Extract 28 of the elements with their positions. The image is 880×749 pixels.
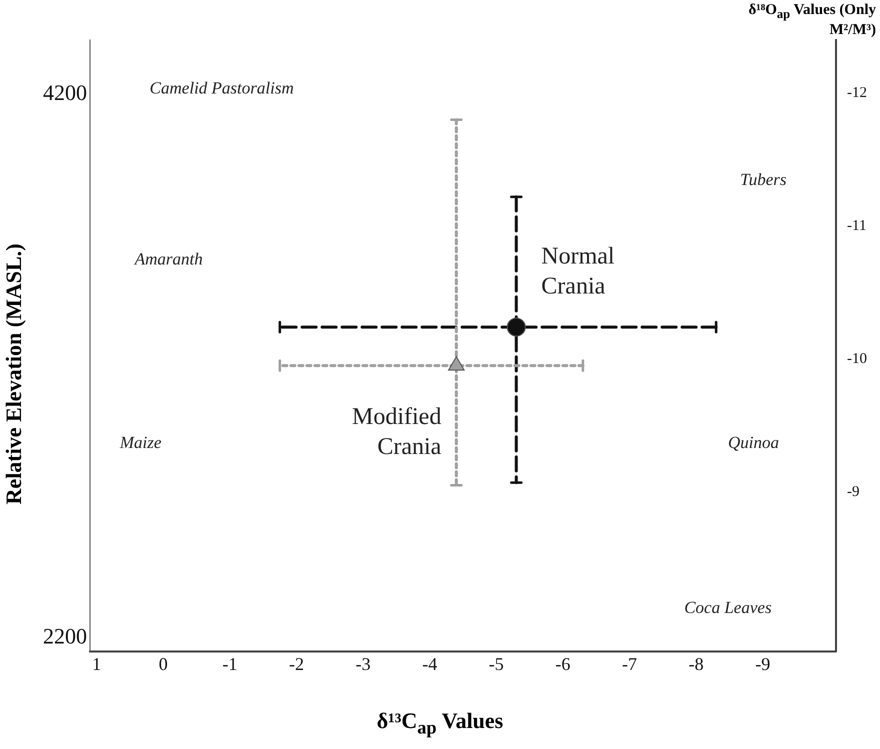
y-axis-title: δ¹⁸O$_{ap}$ Values (Only M²/M³) — [747, 2, 876, 39]
annotation: Camelid Pastoralism — [150, 78, 294, 98]
series-label: Modified Crania — [352, 404, 442, 460]
annotation: Coca Leaves — [684, 598, 772, 618]
annotation: Quinoa — [728, 432, 780, 452]
y2-tick-label: 4200 — [43, 80, 87, 106]
y-tick-label: -11 — [847, 218, 866, 234]
y-tick-label: -10 — [847, 350, 868, 367]
annotation: Maize — [118, 432, 162, 452]
annotation: Tubers — [740, 170, 787, 190]
annotation: Amaranth — [134, 250, 203, 269]
x-tick-label: -6 — [555, 654, 570, 674]
x-tick-label: -7 — [622, 654, 638, 674]
x-tick-label: -4 — [422, 654, 438, 674]
x-tick-label: -5 — [488, 654, 504, 674]
y-tick-label: -12 — [847, 85, 868, 102]
x-tick-label: 0 — [158, 654, 168, 674]
x-tick-label: 1 — [92, 654, 102, 674]
y2-tick-label: 2200 — [43, 624, 87, 649]
series-label: Normal Crania — [541, 243, 615, 300]
x-tick-label: -2 — [288, 654, 304, 674]
x-axis-title: δ¹³C$_{ap}$ Values — [376, 708, 504, 738]
y-tick-label: -9 — [847, 484, 860, 500]
x-tick-label: -1 — [222, 654, 238, 674]
x-tick-label: -3 — [356, 654, 371, 674]
x-tick-label: -9 — [755, 654, 770, 674]
y2-axis-title: Relative Elevation (MASL.) — [1, 244, 27, 504]
x-tick-label: -8 — [688, 654, 704, 674]
